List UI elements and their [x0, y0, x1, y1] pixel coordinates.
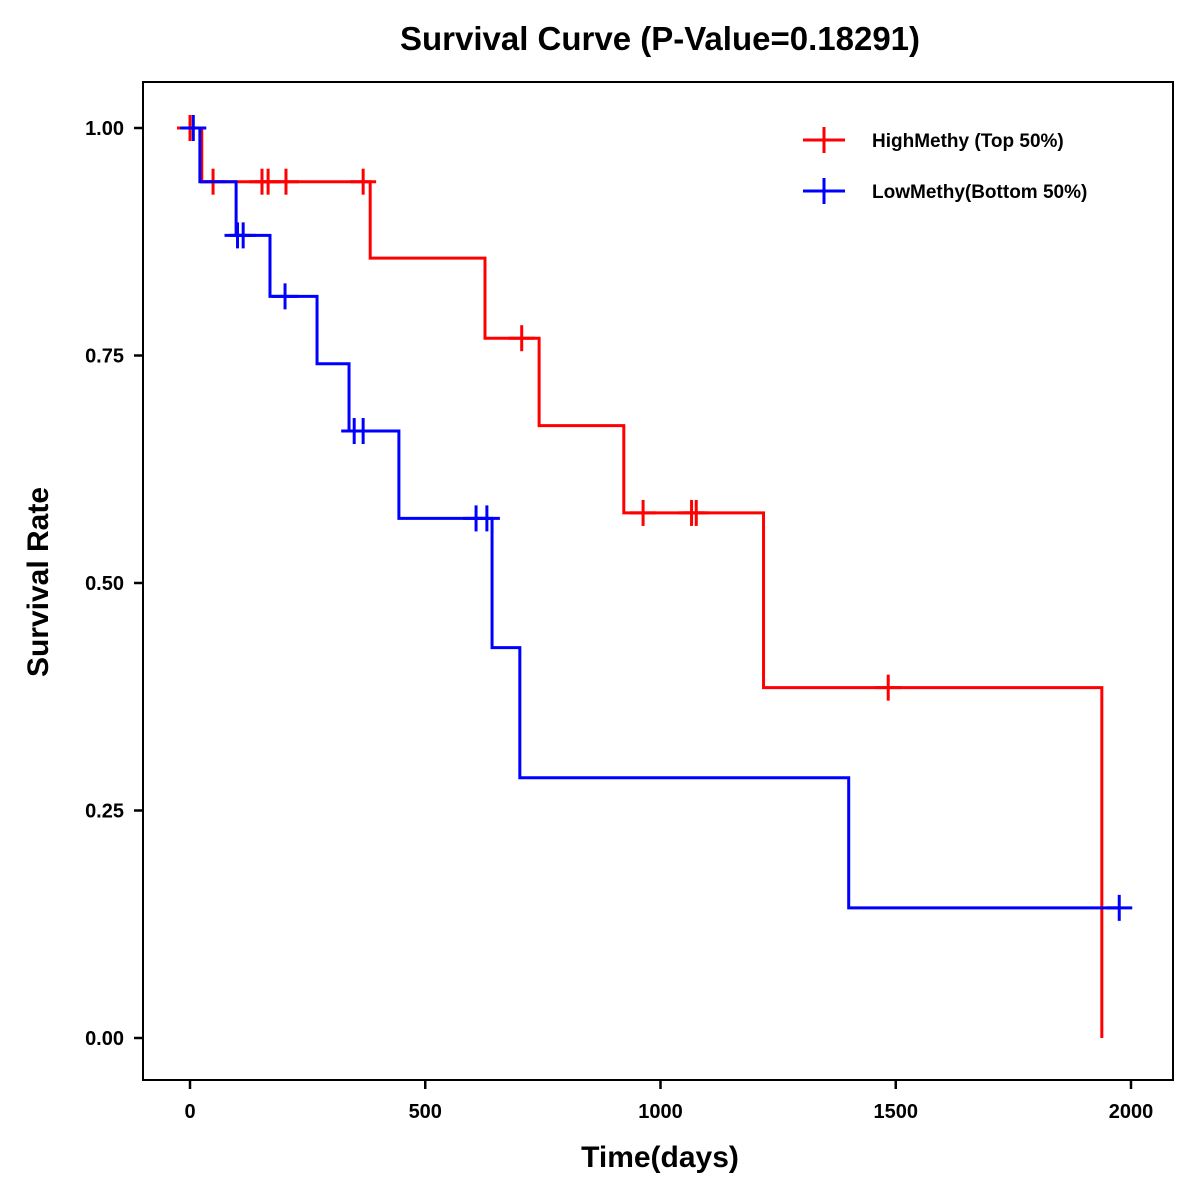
survival-step-line [190, 126, 1104, 1038]
y-axis: 0.00 0.25 0.50 0.75 1.00 [85, 118, 143, 1050]
legend-item: LowMethy(Bottom 50%) [803, 178, 1087, 204]
curves [177, 115, 1133, 1038]
censor-mark [1106, 894, 1133, 921]
censor-mark [875, 674, 902, 701]
y-tick-label: 1.00 [85, 118, 124, 140]
x-tick-label: 2000 [1109, 1101, 1154, 1123]
x-tick-label: 500 [409, 1101, 442, 1123]
y-tick-label: 0.50 [85, 573, 124, 595]
censor-mark [180, 115, 207, 141]
censor-mark [683, 499, 710, 526]
y-tick-label: 0.25 [85, 801, 124, 823]
censor-mark [473, 505, 500, 532]
series-lowmethy [180, 115, 1133, 921]
censor-mark [230, 222, 257, 249]
censor-mark [272, 283, 299, 310]
x-axis-title: Time(days) [581, 1141, 739, 1174]
survival-step-line [190, 126, 1120, 910]
censor-mark [508, 325, 535, 352]
censor-mark [350, 418, 377, 445]
legend: HighMethy (Top 50%) LowMethy(Bottom 50%) [803, 127, 1087, 204]
plot-panel [142, 81, 1174, 1081]
x-tick-label: 1500 [874, 1101, 919, 1123]
legend-label: LowMethy(Bottom 50%) [872, 182, 1087, 203]
series-highmethy [177, 115, 1104, 1038]
censor-mark [272, 168, 299, 195]
y-tick-label: 0.00 [85, 1028, 124, 1050]
censor-mark [350, 168, 377, 195]
legend-label: HighMethy (Top 50%) [872, 131, 1064, 152]
legend-item: HighMethy (Top 50%) [803, 127, 1064, 153]
chart-title: Survival Curve (P-Value=0.18291) [400, 20, 920, 57]
x-tick-label: 1000 [638, 1101, 683, 1123]
x-axis: 0 500 1000 1500 2000 [184, 1080, 1153, 1123]
y-tick-label: 0.75 [85, 346, 124, 368]
y-axis-title: Survival Rate [22, 487, 55, 677]
censor-mark [630, 499, 657, 526]
x-tick-label: 0 [184, 1101, 195, 1123]
